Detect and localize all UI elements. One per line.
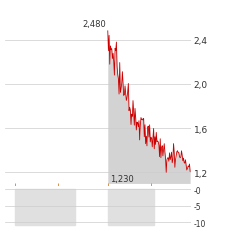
- Text: 2,480: 2,480: [83, 19, 106, 28]
- Bar: [15, 189, 75, 225]
- Text: 1,230: 1,230: [110, 174, 133, 183]
- Bar: [108, 189, 154, 225]
